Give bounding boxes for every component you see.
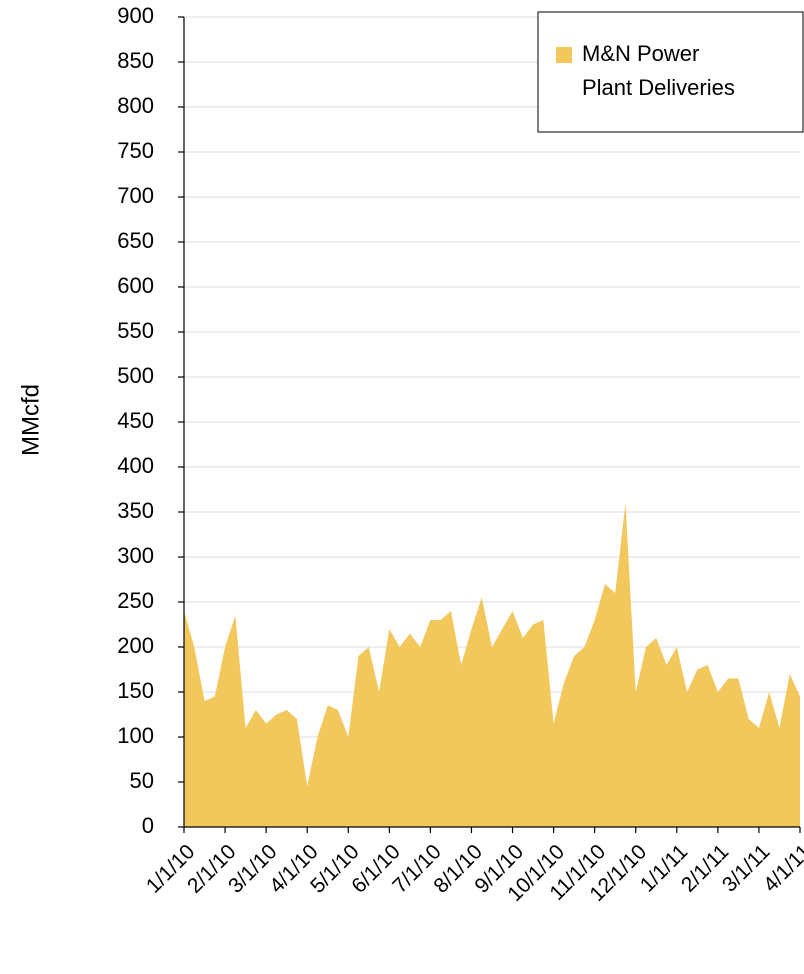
- y-tick-label: 100: [117, 723, 154, 748]
- y-tick-label: 450: [117, 408, 154, 433]
- legend-box: [537, 11, 804, 133]
- legend: M&N Power Plant Deliveries: [537, 11, 804, 133]
- y-tick-label: 650: [117, 228, 154, 253]
- y-tick-label: 900: [117, 3, 154, 28]
- y-tick-label: 0: [142, 813, 154, 838]
- plot-area: [184, 503, 800, 827]
- y-tick-label: 600: [117, 273, 154, 298]
- y-tick-label: 50: [130, 768, 154, 793]
- y-tick-label: 150: [117, 678, 154, 703]
- legend-label: M&N Power Plant Deliveries: [582, 41, 735, 100]
- y-tick-label: 700: [117, 183, 154, 208]
- y-tick-label: 850: [117, 48, 154, 73]
- y-tick-label: 400: [117, 453, 154, 478]
- y-tick-label: 200: [117, 633, 154, 658]
- y-tick-label: 250: [117, 588, 154, 613]
- y-tick-label: 800: [117, 93, 154, 118]
- y-tick-label: 300: [117, 543, 154, 568]
- y-axis-title: MMcfd: [17, 384, 44, 456]
- y-tick-label: 350: [117, 498, 154, 523]
- y-tick-label: 500: [117, 363, 154, 388]
- y-tick-label: 750: [117, 138, 154, 163]
- grid: [184, 16, 800, 828]
- y-tick-label: 550: [117, 318, 154, 343]
- legend-swatch: [556, 47, 572, 63]
- area: [184, 503, 800, 827]
